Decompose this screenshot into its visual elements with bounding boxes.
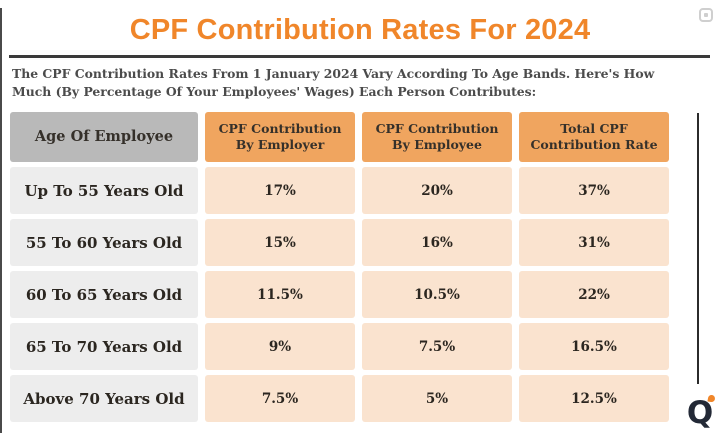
cell-employer-rate: 9%: [205, 323, 355, 370]
cpf-rates-table: Age Of Employee CPF Contribution By Empl…: [10, 112, 669, 422]
cell-employee-rate: 16%: [362, 219, 512, 266]
row-age-label: 55 To 60 Years Old: [10, 219, 198, 266]
left-edge-line: [0, 8, 2, 433]
column-header-employee: CPF Contribution By Employee: [362, 112, 512, 162]
brand-logo: Q: [684, 394, 716, 431]
row-age-label: 65 To 70 Years Old: [10, 323, 198, 370]
title-divider: [9, 55, 710, 58]
cell-employee-rate: 5%: [362, 375, 512, 422]
cell-total-rate: 12.5%: [519, 375, 669, 422]
cell-employer-rate: 7.5%: [205, 375, 355, 422]
row-age-label: Above 70 Years Old: [10, 375, 198, 422]
watermark-badge-icon: [699, 8, 713, 22]
column-header-total: Total CPF Contribution Rate: [519, 112, 669, 162]
cell-total-rate: 31%: [519, 219, 669, 266]
cell-employer-rate: 11.5%: [205, 271, 355, 318]
page-title: CPF Contribution Rates For 2024: [129, 14, 591, 46]
cell-total-rate: 37%: [519, 167, 669, 214]
right-accent-line: [697, 113, 699, 384]
cell-employer-rate: 17%: [205, 167, 355, 214]
cell-total-rate: 16.5%: [519, 323, 669, 370]
cell-employee-rate: 20%: [362, 167, 512, 214]
cell-employee-rate: 10.5%: [362, 271, 512, 318]
row-age-label: Up To 55 Years Old: [10, 167, 198, 214]
row-age-label: 60 To 65 Years Old: [10, 271, 198, 318]
cell-total-rate: 22%: [519, 271, 669, 318]
page-subtitle: The CPF Contribution Rates From 1 Januar…: [12, 66, 655, 99]
cell-employer-rate: 15%: [205, 219, 355, 266]
cell-employee-rate: 7.5%: [362, 323, 512, 370]
column-header-employer: CPF Contribution By Employer: [205, 112, 355, 162]
column-header-age: Age Of Employee: [10, 112, 198, 162]
